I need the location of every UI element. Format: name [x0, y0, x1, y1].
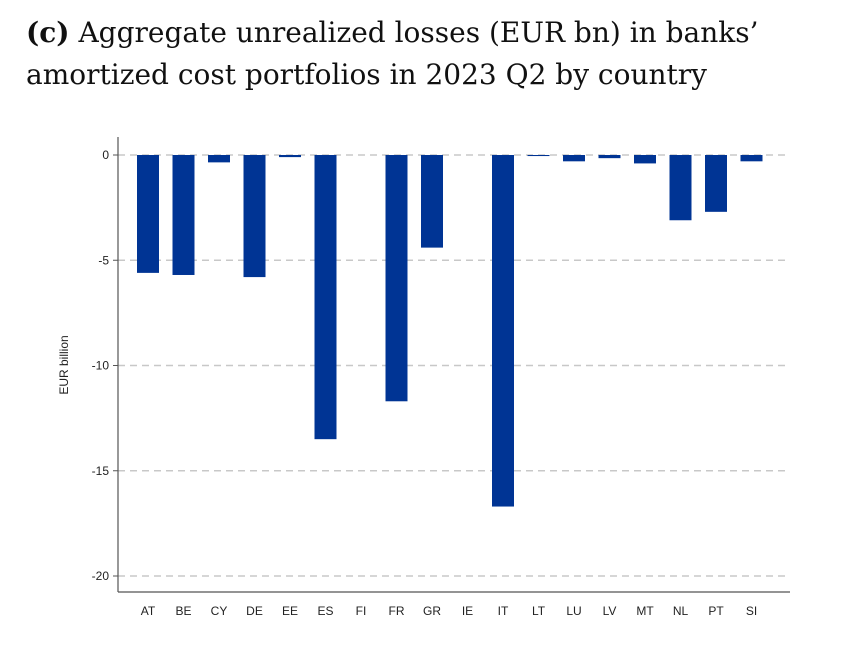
x-tick-label: IT [498, 604, 509, 618]
bar-it [492, 155, 514, 507]
x-tick-label: SI [746, 604, 757, 618]
x-tick-label: DE [246, 604, 263, 618]
bar-mt [634, 155, 656, 164]
x-tick-label: PT [708, 604, 724, 618]
x-tick-label: EE [282, 604, 298, 618]
x-tick-label: ES [317, 604, 333, 618]
x-tick-label: LT [532, 604, 546, 618]
y-tick-label: 0 [102, 148, 109, 162]
x-tick-label: CY [211, 604, 228, 618]
x-tick-label: FR [389, 604, 405, 618]
x-tick-label: NL [673, 604, 689, 618]
bar-lt [527, 155, 550, 157]
bar-fr [385, 155, 408, 402]
bar-lv [598, 155, 621, 159]
bar-es [314, 155, 337, 440]
x-tick-label: GR [423, 604, 441, 618]
bars [137, 155, 763, 507]
y-tick-label: -20 [92, 569, 110, 583]
bar-be [172, 155, 195, 275]
bar-cy [208, 155, 230, 163]
x-tick-label: BE [175, 604, 191, 618]
bar-gr [421, 155, 443, 248]
bar-lu [563, 155, 585, 162]
x-tick-label: LV [603, 604, 617, 618]
x-tick-label: LU [566, 604, 581, 618]
bar-at [137, 155, 159, 273]
x-tick-label: FI [356, 604, 367, 618]
bar-ee [279, 155, 301, 158]
bar-pt [705, 155, 727, 212]
x-tick-label: AT [141, 604, 156, 618]
y-tick-label: -5 [98, 253, 109, 267]
panel-label: (c) [26, 16, 70, 49]
y-tick-label: -10 [92, 359, 110, 373]
x-tick-label: IE [462, 604, 473, 618]
axes: 0 -5 -10 -15 -20 AT BE CY DE EE ES FI FR GR IE IT LT LU LV… [92, 137, 790, 618]
x-tick-label: MT [636, 604, 654, 618]
bar-si [740, 155, 763, 162]
y-axis-label: EUR billion [57, 335, 71, 394]
bar-de [243, 155, 266, 278]
y-tick-label: -15 [92, 464, 110, 478]
caption-text: Aggregate unrealized losses (EUR bn) in … [26, 16, 759, 91]
figure-caption: (c) Aggregate unrealized losses (EUR bn)… [26, 12, 826, 96]
bar-nl [669, 155, 692, 221]
